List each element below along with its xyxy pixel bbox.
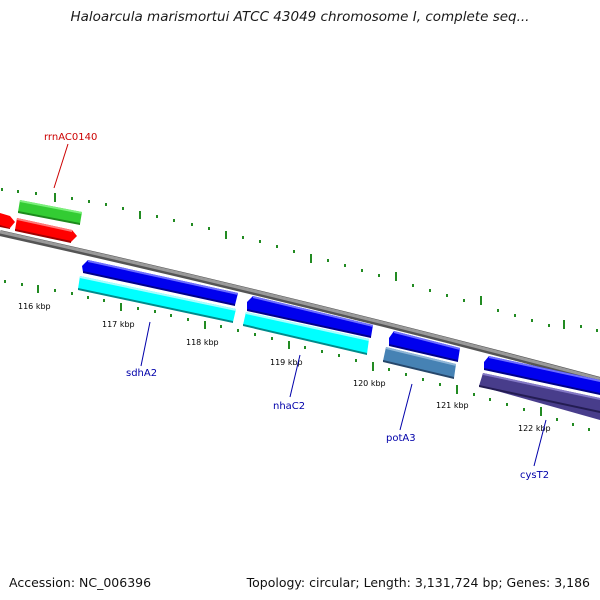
gene-leader-sdha2 <box>140 321 151 367</box>
gene-label-pota3[interactable]: potA3 <box>386 433 416 444</box>
scale-label: 118 kbp <box>186 338 219 347</box>
gene-label-cyst2[interactable]: cysT2 <box>520 470 549 481</box>
map-title: Haloarcula marismortui ATCC 43049 chromo… <box>70 9 530 25</box>
gene-leader-cyst2 <box>533 419 547 467</box>
scale-label: 122 kbp <box>518 424 551 433</box>
genome-backbone-highlight <box>0 230 600 381</box>
scale-label: 116 kbp <box>18 302 51 311</box>
cyan-feature-2[interactable] <box>243 312 369 355</box>
gene-leader-rrnac0140 <box>53 143 69 189</box>
accession-text: Accession: NC_006396 <box>9 575 152 590</box>
scale-label: 120 kbp <box>353 379 386 388</box>
red-feature-left[interactable] <box>0 213 15 229</box>
scale-label: 117 kbp <box>102 320 135 329</box>
red-feature[interactable] <box>15 218 77 243</box>
cyan-feature-1[interactable] <box>78 276 236 323</box>
blue-feature-pota3[interactable] <box>389 331 460 362</box>
purple-feature[interactable] <box>479 373 600 420</box>
steelblue-feature[interactable] <box>383 347 456 379</box>
outer-tick-ring <box>1 188 598 332</box>
green-feature[interactable] <box>18 200 82 225</box>
topology-text: Topology: circular; Length: 3,131,724 bp… <box>246 575 590 590</box>
gene-label-sdha2[interactable]: sdhA2 <box>126 368 157 379</box>
blue-feature-cyst2[interactable] <box>484 356 600 395</box>
inner-tick-ring <box>4 280 590 431</box>
gene-leader-pota3 <box>399 383 413 431</box>
gene-leader-nhac2 <box>289 354 301 398</box>
blue-feature-nhac2[interactable] <box>247 296 373 338</box>
scale-label: 121 kbp <box>436 401 469 410</box>
gene-label-rrnac0140[interactable]: rrnAC0140 <box>44 132 97 143</box>
blue-feature-sdha2[interactable] <box>82 260 238 306</box>
scale-label: 119 kbp <box>270 358 303 367</box>
gene-label-nhac2[interactable]: nhaC2 <box>273 401 305 412</box>
